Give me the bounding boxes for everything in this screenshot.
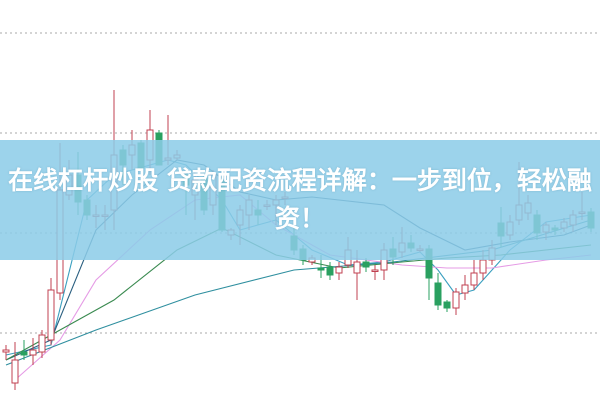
candle-body [20,351,28,356]
candle-body [38,334,46,353]
candle-body [11,359,19,384]
banner-title: 在线杠杆炒股 贷款配资流程详解：一步到位，轻松融资！ [8,166,592,233]
candle-body [461,284,469,294]
candle-body [47,289,55,341]
candle-body [317,267,325,271]
candle-body [326,266,334,276]
candle-body [353,261,361,274]
candle-body [29,349,37,356]
candle-body [335,266,343,274]
candle-body [479,259,487,274]
candle-body [443,301,451,309]
candle-body [371,269,379,272]
candle-body [452,291,460,309]
candle-body [470,272,478,286]
title-banner: 在线杠杆炒股 贷款配资流程详解：一步到位，轻松融资！ [0,140,600,260]
candle-body [362,261,370,268]
candle-body [2,349,10,353]
candle-body [434,282,442,306]
